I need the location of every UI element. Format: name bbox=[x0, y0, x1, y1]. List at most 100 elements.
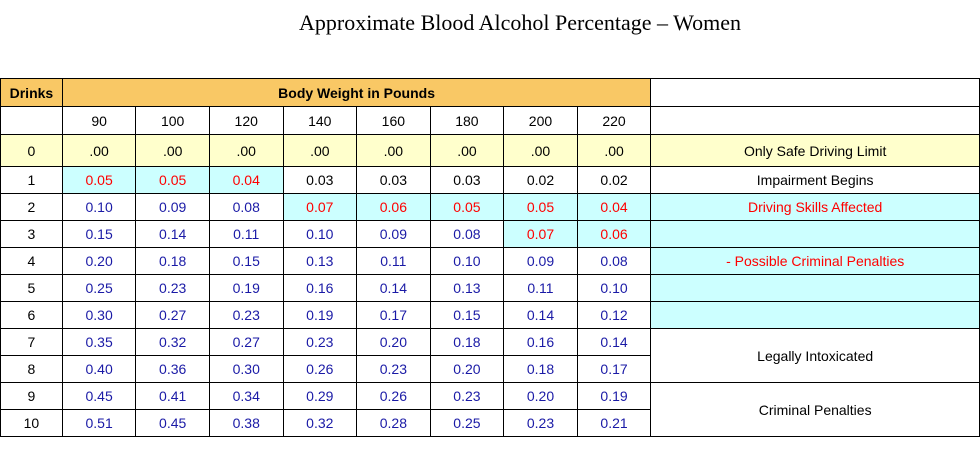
bac-cell: 0.32 bbox=[282, 409, 358, 437]
bac-cell: 0.28 bbox=[356, 409, 431, 437]
bac-cell: 0.14 bbox=[503, 301, 578, 329]
table-row: 2 0.10 0.09 0.08 0.07 0.06 0.05 0.05 0.0… bbox=[0, 193, 980, 221]
bac-cell: 0.27 bbox=[208, 328, 284, 356]
bac-cell: 0.03 bbox=[356, 166, 431, 194]
note-criminal-penalties: Criminal Penalties bbox=[650, 382, 980, 437]
bac-cell: 0.07 bbox=[503, 220, 578, 248]
bac-cell: 0.19 bbox=[208, 274, 284, 302]
bac-cell: 0.27 bbox=[135, 301, 210, 329]
bac-cell: 0.19 bbox=[282, 301, 358, 329]
drinks-count: 9 bbox=[0, 382, 63, 410]
weight-label: 90 bbox=[61, 106, 137, 135]
bac-cell: 0.10 bbox=[282, 220, 358, 248]
table-row: 7 0.35 0.32 0.27 0.23 0.20 0.18 0.16 0.1… bbox=[0, 328, 980, 383]
bac-cell: 0.09 bbox=[135, 193, 210, 221]
bac-cell: 0.25 bbox=[429, 409, 505, 437]
bac-cell: 0.16 bbox=[503, 328, 578, 356]
bac-cell: .00 bbox=[208, 134, 284, 167]
bac-cell: 0.12 bbox=[576, 301, 652, 329]
bac-cell: .00 bbox=[135, 134, 210, 167]
drinks-count: 5 bbox=[0, 274, 63, 302]
bac-cell: 0.32 bbox=[135, 328, 210, 356]
bac-cell: 0.06 bbox=[576, 220, 652, 248]
table-row: 5 0.25 0.23 0.19 0.16 0.14 0.13 0.11 0.1… bbox=[0, 274, 980, 302]
note-blank bbox=[650, 301, 980, 329]
header-row: Drinks Body Weight in Pounds bbox=[0, 78, 980, 107]
weight-header: Body Weight in Pounds bbox=[61, 78, 652, 107]
table-row: 8 0.40 0.36 0.30 0.26 0.23 0.20 0.18 0.1… bbox=[0, 355, 980, 383]
bac-cell: 0.18 bbox=[503, 355, 578, 383]
note-possible-penalties: - Possible Criminal Penalties bbox=[650, 247, 980, 275]
bac-cell: 0.23 bbox=[208, 301, 284, 329]
bac-cell: 0.13 bbox=[282, 247, 358, 275]
bac-table: Drinks Body Weight in Pounds 90 100 120 … bbox=[0, 78, 980, 437]
notes-header bbox=[650, 78, 980, 107]
bac-cell: 0.05 bbox=[503, 193, 578, 221]
weight-label: 200 bbox=[503, 106, 578, 135]
bac-cell: 0.26 bbox=[282, 355, 358, 383]
bac-cell: 0.26 bbox=[356, 382, 431, 410]
bac-cell: 0.23 bbox=[429, 382, 505, 410]
bac-cell: 0.05 bbox=[429, 193, 505, 221]
bac-cell: 0.21 bbox=[576, 409, 652, 437]
table-row: 3 0.15 0.14 0.11 0.10 0.09 0.08 0.07 0.0… bbox=[0, 220, 980, 248]
bac-cell: 0.05 bbox=[61, 166, 137, 194]
bac-cell: 0.25 bbox=[61, 274, 137, 302]
bac-cell: 0.34 bbox=[208, 382, 284, 410]
drinks-count: 3 bbox=[0, 220, 63, 248]
note-safe-limit: Only Safe Driving Limit bbox=[650, 134, 980, 167]
bac-cell: 0.03 bbox=[282, 166, 358, 194]
note-blank bbox=[650, 220, 980, 248]
bac-cell: 0.11 bbox=[208, 220, 284, 248]
bac-cell: 0.23 bbox=[356, 355, 431, 383]
bac-cell: 0.04 bbox=[576, 193, 652, 221]
bac-cell: 0.17 bbox=[356, 301, 431, 329]
note-driving-skills: Driving Skills Affected bbox=[650, 193, 980, 221]
drinks-count: 2 bbox=[0, 193, 63, 221]
bac-cell: 0.06 bbox=[356, 193, 431, 221]
bac-cell: 0.11 bbox=[503, 274, 578, 302]
bac-cell: 0.19 bbox=[576, 382, 652, 410]
table-row: 1 0.05 0.05 0.04 0.03 0.03 0.03 0.02 0.0… bbox=[0, 166, 980, 194]
bac-cell: 0.04 bbox=[208, 166, 284, 194]
bac-cell: 0.03 bbox=[429, 166, 505, 194]
note-impairment: Impairment Begins bbox=[650, 166, 980, 194]
bac-cell: 0.23 bbox=[135, 274, 210, 302]
bac-cell: .00 bbox=[429, 134, 505, 167]
bac-cell: 0.45 bbox=[61, 382, 137, 410]
bac-cell: 0.10 bbox=[576, 274, 652, 302]
table-row: 9 0.45 0.41 0.34 0.29 0.26 0.23 0.20 0.1… bbox=[0, 382, 980, 437]
drinks-count: 10 bbox=[0, 409, 63, 437]
note-legally-intoxicated: Legally Intoxicated bbox=[650, 328, 980, 383]
bac-cell: 0.18 bbox=[429, 328, 505, 356]
bac-cell: 0.17 bbox=[576, 355, 652, 383]
drinks-count: 6 bbox=[0, 301, 63, 329]
table-row: 4 0.20 0.18 0.15 0.13 0.11 0.10 0.09 0.0… bbox=[0, 247, 980, 275]
weights-row: 90 100 120 140 160 180 200 220 bbox=[0, 106, 980, 135]
bac-cell: 0.23 bbox=[282, 328, 358, 356]
bac-cell: 0.38 bbox=[208, 409, 284, 437]
bac-cell: 0.08 bbox=[208, 193, 284, 221]
bac-cell: 0.11 bbox=[356, 247, 431, 275]
weight-label: 180 bbox=[429, 106, 505, 135]
weight-label: 100 bbox=[135, 106, 210, 135]
drinks-count: 4 bbox=[0, 247, 63, 275]
bac-cell: 0.29 bbox=[282, 382, 358, 410]
bac-cell: 0.10 bbox=[429, 247, 505, 275]
bac-cell: 0.10 bbox=[61, 193, 137, 221]
bac-cell: 0.36 bbox=[135, 355, 210, 383]
bac-cell: 0.20 bbox=[61, 247, 137, 275]
bac-cell: .00 bbox=[503, 134, 578, 167]
bac-cell: 0.20 bbox=[356, 328, 431, 356]
bac-cell: 0.45 bbox=[135, 409, 210, 437]
bac-cell: 0.14 bbox=[576, 328, 652, 356]
drinks-header: Drinks bbox=[0, 78, 63, 107]
bac-cell: .00 bbox=[282, 134, 358, 167]
bac-cell: 0.23 bbox=[503, 409, 578, 437]
bac-cell: 0.20 bbox=[503, 382, 578, 410]
bac-cell: 0.51 bbox=[61, 409, 137, 437]
bac-cell: 0.09 bbox=[503, 247, 578, 275]
page-title: Approximate Blood Alcohol Percentage – W… bbox=[298, 10, 741, 35]
bac-cell: 0.08 bbox=[429, 220, 505, 248]
drinks-count: 8 bbox=[0, 355, 63, 383]
